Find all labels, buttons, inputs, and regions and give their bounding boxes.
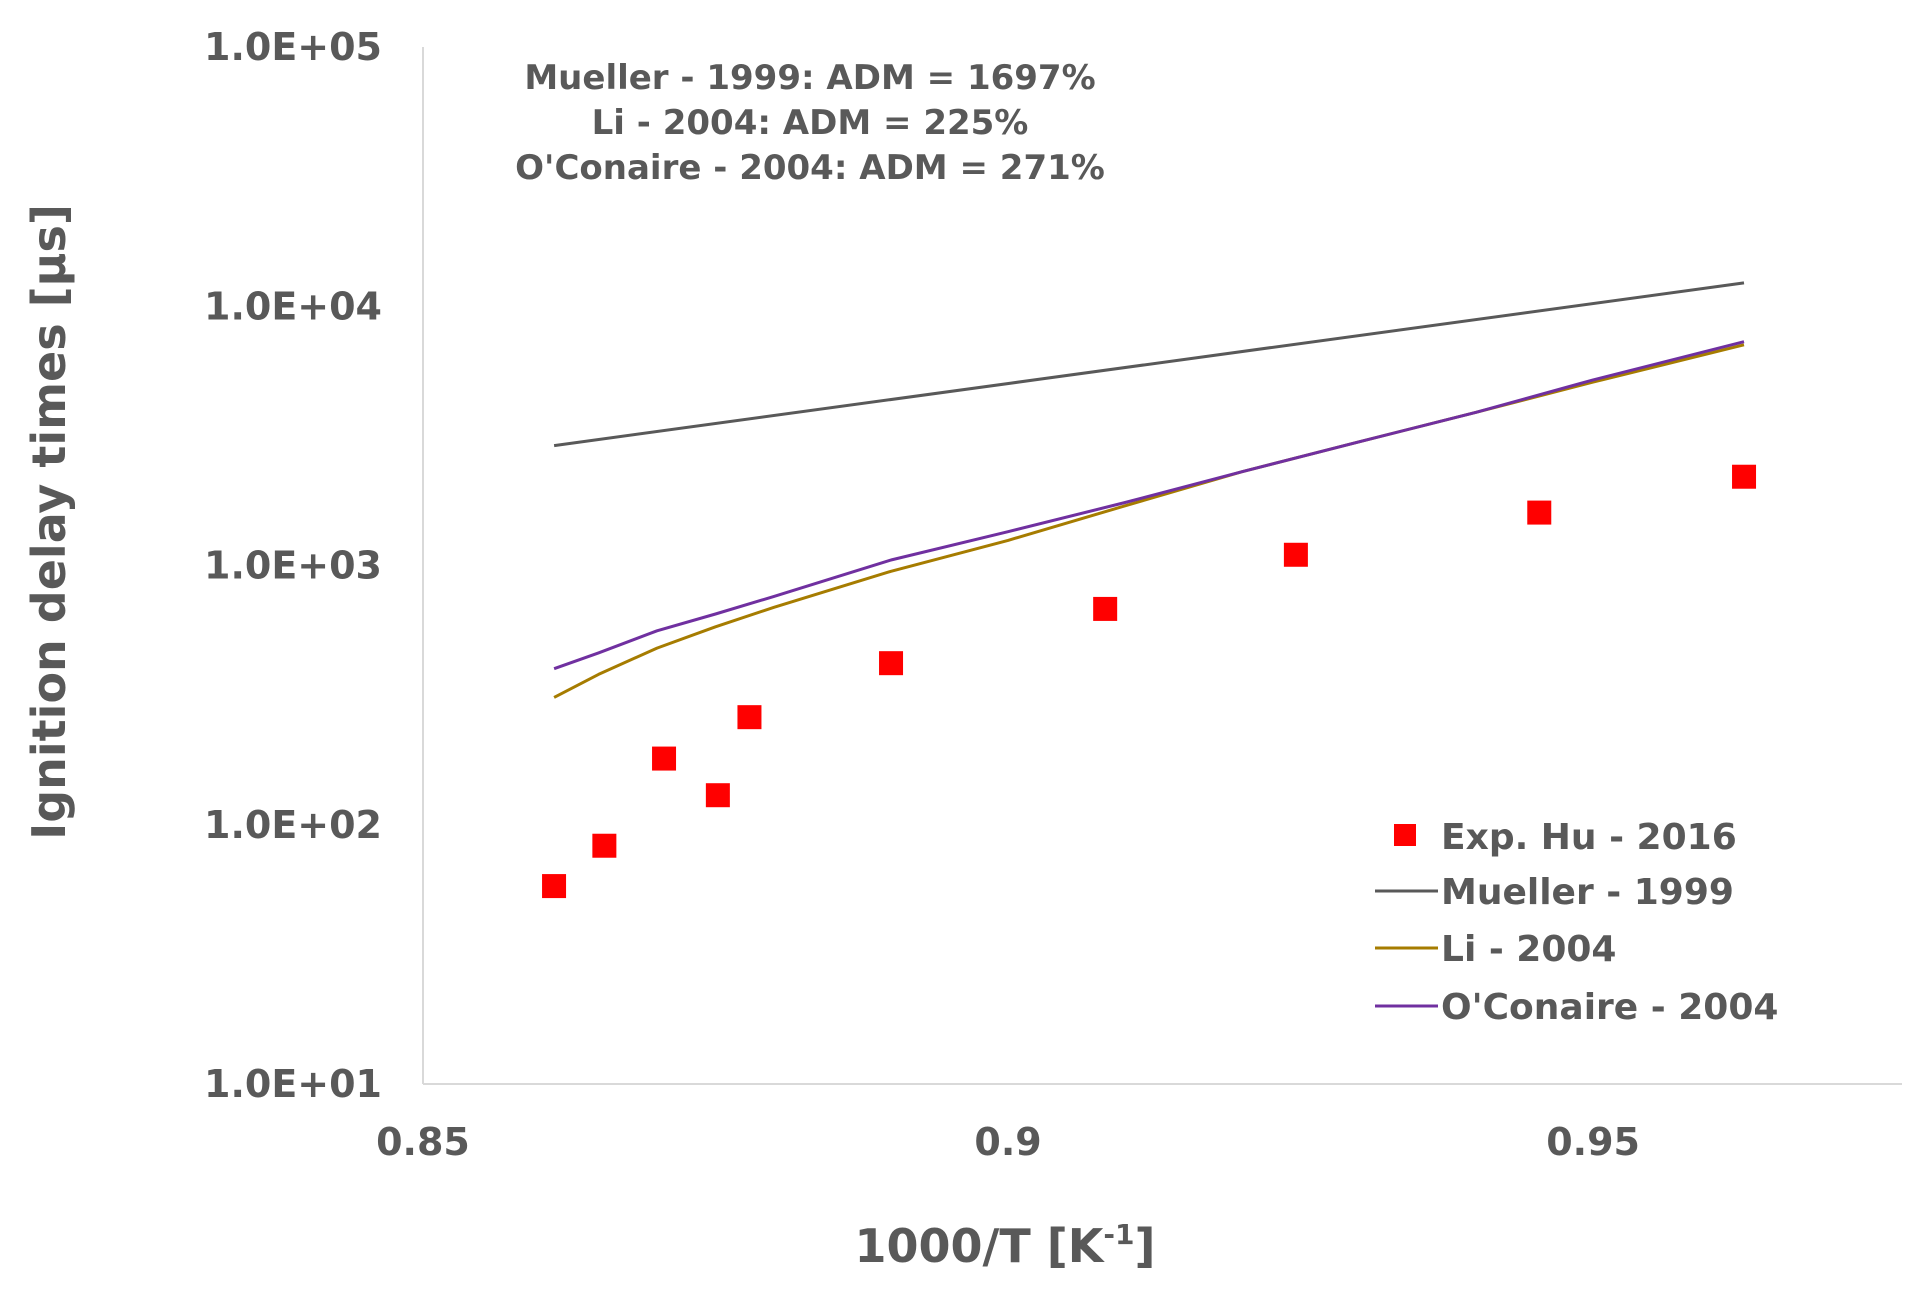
annotation-li-adm: Li - 2004: ADM = 225%: [592, 103, 1029, 143]
y-tick-label-3: 1.0E+04: [204, 284, 382, 328]
x-axis-title-main: 1000/T [K: [854, 1219, 1105, 1273]
y-tick-labels: 1.0E+01 1.0E+02 1.0E+03 1.0E+04 1.0E+05: [204, 25, 382, 1106]
y-tick-label-1: 1.0E+02: [204, 803, 382, 847]
x-tick-label-2: 0.95: [1546, 1120, 1640, 1164]
series-line-li-2004: [553, 343, 1745, 699]
y-tick-label-2: 1.0E+03: [204, 544, 382, 588]
series-points: [542, 464, 1757, 899]
annotation-mueller-adm: Mueller - 1999: ADM = 1697%: [524, 58, 1095, 98]
legend-marker-exp-hu: [1394, 824, 1416, 846]
x-axis-title-suffix: ]: [1134, 1219, 1155, 1273]
data-point-exp-hu-2016-9: [1732, 464, 1757, 489]
x-tick-label-0: 0.85: [376, 1120, 470, 1164]
legend-label-li: Li - 2004: [1441, 929, 1616, 970]
data-point-exp-hu-2016-2: [652, 746, 677, 771]
data-point-exp-hu-2016-1: [592, 833, 617, 858]
axes: [422, 47, 1902, 1085]
x-axis-title-superscript: -1: [1103, 1218, 1134, 1251]
data-point-exp-hu-2016-5: [879, 651, 904, 676]
series-lines: [553, 281, 1745, 699]
x-axis-title: 1000/T [K-1]: [854, 1218, 1155, 1273]
annotation-oconaire-adm: O'Conaire - 2004: ADM = 271%: [515, 148, 1105, 188]
series-line-o-conaire-2004: [553, 340, 1745, 671]
annotations: Mueller - 1999: ADM = 1697% Li - 2004: A…: [515, 58, 1105, 188]
data-point-exp-hu-2016-6: [1093, 596, 1118, 621]
data-point-exp-hu-2016-3: [705, 783, 730, 808]
y-axis-title: Ignition delay times [µs]: [22, 204, 76, 840]
series-line-mueller-1999: [553, 281, 1745, 448]
legend-label-oconaire: O'Conaire - 2004: [1441, 987, 1778, 1028]
legend-label-exp-hu: Exp. Hu - 2016: [1441, 817, 1737, 858]
x-tick-label-1: 0.9: [974, 1120, 1041, 1164]
y-tick-label-4: 1.0E+05: [204, 25, 382, 69]
y-tick-label-0: 1.0E+01: [204, 1062, 382, 1106]
legend: Exp. Hu - 2016 Mueller - 1999 Li - 2004 …: [1375, 817, 1778, 1028]
data-point-exp-hu-2016-4: [737, 705, 762, 730]
x-tick-labels: 0.85 0.9 0.95: [376, 1120, 1640, 1164]
data-point-exp-hu-2016-8: [1527, 500, 1552, 525]
data-point-exp-hu-2016-7: [1283, 542, 1308, 567]
data-point-exp-hu-2016-0: [542, 874, 567, 899]
legend-label-mueller: Mueller - 1999: [1441, 872, 1734, 913]
